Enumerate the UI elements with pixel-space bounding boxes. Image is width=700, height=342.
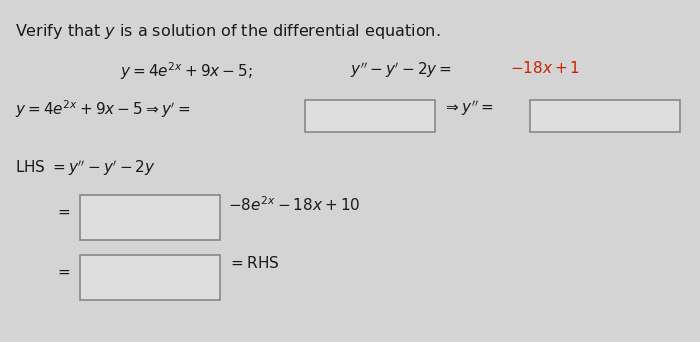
Text: $\Rightarrow y'' =$: $\Rightarrow y'' =$ <box>443 98 494 118</box>
Bar <box>80 195 220 240</box>
Text: Verify that $y$ is a solution of the differential equation.: Verify that $y$ is a solution of the dif… <box>15 22 440 41</box>
Text: $y = 4e^{2x} + 9x - 5;$: $y = 4e^{2x} + 9x - 5;$ <box>120 60 253 82</box>
Text: $y'' - y' - 2y =$: $y'' - y' - 2y =$ <box>350 60 452 80</box>
Text: $= \mathrm{RHS}$: $= \mathrm{RHS}$ <box>228 255 280 271</box>
Text: $y = 4e^{2x} + 9x - 5 \Rightarrow y' =$: $y = 4e^{2x} + 9x - 5 \Rightarrow y' =$ <box>15 98 190 120</box>
Text: $- 8e^{2x} - 18x + 10$: $- 8e^{2x} - 18x + 10$ <box>228 195 360 214</box>
Text: $=$: $=$ <box>55 203 71 219</box>
Text: LHS $= y'' - y' - 2y$: LHS $= y'' - y' - 2y$ <box>15 158 156 177</box>
Text: $=$: $=$ <box>55 263 71 278</box>
Bar <box>530 100 680 132</box>
Text: $-18x + 1$: $-18x + 1$ <box>510 60 580 76</box>
Bar <box>305 100 435 132</box>
Bar <box>80 255 220 300</box>
